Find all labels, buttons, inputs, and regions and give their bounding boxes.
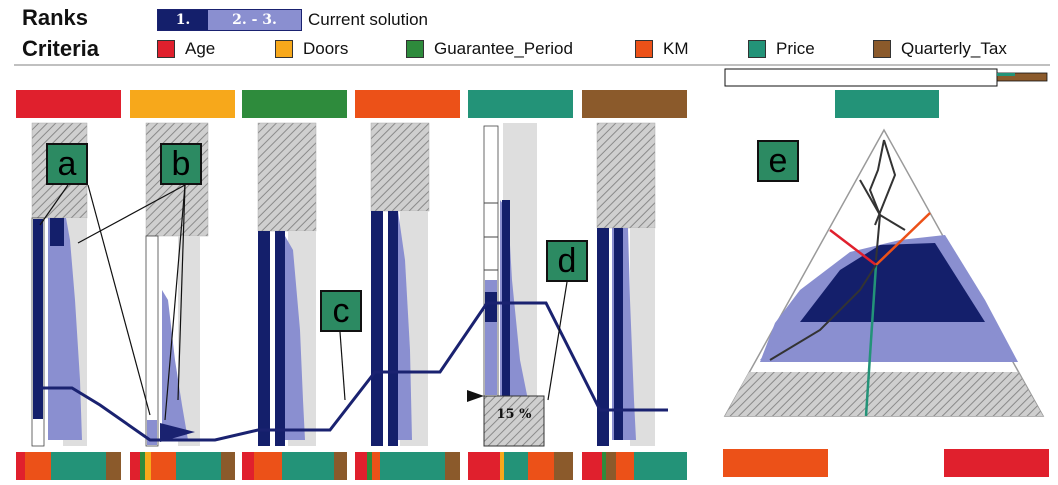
annotation-d: d <box>546 240 588 282</box>
composition-strip-5 <box>468 452 573 480</box>
column-tax <box>596 122 656 446</box>
legend-swatch <box>157 40 175 58</box>
annotation-e: e <box>757 140 799 182</box>
weight-slider-tail <box>996 72 1048 82</box>
percent-label: 15 % <box>496 407 532 422</box>
current-solution-marker <box>160 423 195 442</box>
weight-slider-track <box>724 68 998 87</box>
ternary-triangle <box>723 128 1045 417</box>
rank-first-label: 1. <box>158 10 208 30</box>
legend-label: Age <box>185 39 216 58</box>
criterion-bar-guarantee <box>242 90 347 118</box>
pointer-b-1 <box>77 184 186 244</box>
criterion-bar-price <box>468 90 573 118</box>
legend-label: KM <box>663 39 689 58</box>
annotation-b: b <box>160 143 202 185</box>
legend-label: Doors <box>303 39 349 58</box>
pointer-b-2 <box>164 184 186 421</box>
legend-label: Price <box>776 39 815 58</box>
rank-rest-label: 2. - 3. <box>208 10 301 30</box>
criterion-bar-km <box>355 90 460 118</box>
legend-swatch <box>748 40 766 58</box>
pointer-d <box>547 281 568 401</box>
column-price <box>467 123 545 447</box>
ranks-title: Ranks <box>22 5 89 30</box>
composition-strip-6 <box>582 452 687 480</box>
criteria-title: Criteria <box>22 36 100 61</box>
current-solution-label: Current solution <box>308 10 429 29</box>
legend-swatch <box>873 40 891 58</box>
legend-km: KM <box>635 38 689 60</box>
criterion-bar-age <box>16 90 121 118</box>
pointer-a-2 <box>39 184 69 226</box>
current-solution-line <box>40 301 668 442</box>
criterion-bar-triangle-price <box>835 90 939 118</box>
composition-strip-3 <box>242 452 347 480</box>
legend-swatch <box>275 40 293 58</box>
composition-strip-2 <box>130 452 235 480</box>
ranks-legend: 1. 2. - 3. <box>157 9 302 31</box>
legend-guarantee-period: Guarantee_Period <box>406 38 573 60</box>
criterion-bar-doors <box>130 90 235 118</box>
annotation-c: c <box>320 290 362 332</box>
pointer-b-3 <box>177 184 186 401</box>
triangle-bar-right <box>944 449 1049 477</box>
legend-label: Guarantee_Period <box>434 39 573 58</box>
column-km <box>370 122 430 446</box>
triangle-bar-left <box>723 449 828 477</box>
legend-label: Quarterly_Tax <box>901 39 1007 58</box>
column-guarantee <box>257 122 317 446</box>
legend-price: Price <box>748 38 815 60</box>
pointer-a-1 <box>87 184 151 416</box>
pointer-c <box>339 331 346 401</box>
annotation-a: a <box>46 143 88 185</box>
legend-quarterly-tax: Quarterly_Tax <box>873 38 1007 60</box>
legend-swatch <box>635 40 653 58</box>
column-age <box>31 122 88 447</box>
composition-strip-4 <box>355 452 460 480</box>
composition-strip-1 <box>16 452 121 480</box>
legend-swatch <box>406 40 424 58</box>
criterion-bar-tax <box>582 90 687 118</box>
legend-age: Age <box>157 38 215 60</box>
legend-doors: Doors <box>275 38 348 60</box>
weight-slider-mark <box>997 73 1015 76</box>
